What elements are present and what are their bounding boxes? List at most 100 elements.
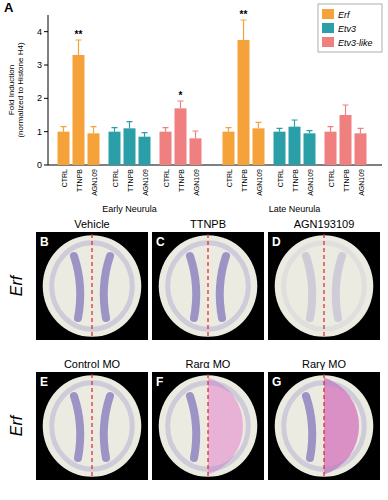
tracer [324,377,359,474]
bar [253,128,265,165]
stain [306,256,312,318]
panel-letter: G [272,375,281,389]
y-tick [44,131,48,132]
image-bg [268,372,380,480]
bar [175,108,187,165]
midline [91,234,92,338]
y-tick-label: 2 [37,93,42,103]
error-bar [76,40,82,55]
x-tick-label: AGN109 [256,169,263,196]
midline [323,234,324,338]
bar [73,55,85,165]
bar [139,137,151,165]
panel-letter: F [156,375,163,389]
group-label: Early Neurula [102,204,157,214]
image-bg [36,232,148,340]
image-bg [36,372,148,480]
x-tick-label: AGN109 [193,169,200,196]
panel-title: Vehicle [74,218,109,230]
legend-label: Erf [338,10,351,20]
bar [124,128,136,165]
x-tick-label: CTRL [163,169,170,187]
stain [104,396,110,458]
x-tick-label: CTRL [277,169,284,187]
y-tick-label: 1 [37,127,42,137]
error-bar [292,120,298,127]
x-tick-label: CTRL [112,169,119,187]
x-tick-label: TTNPB [178,169,185,192]
error-bar [226,128,232,132]
error-bar [178,101,184,108]
x-tick-label: TTNPB [292,169,299,192]
x-tick-label: AGN109 [307,169,314,196]
y-tick [44,31,48,32]
legend-swatch [322,23,334,33]
panel-letter: C [156,235,165,249]
x-tick-label: AGN109 [142,169,149,196]
midline [323,374,324,478]
panel-letter: D [272,235,281,249]
bar [289,127,301,165]
bar [58,132,70,165]
figure: A Fold Induction(normalized to Histone H4… [0,0,388,500]
image-bg [152,232,264,340]
stain [190,256,196,318]
error-bar [307,131,313,134]
gene-label: Erf [8,274,25,296]
stain [74,396,80,458]
error-bar [277,128,283,131]
y-tick [44,65,48,66]
x-tick-label: CTRL [226,169,233,187]
y-axis-title-line: Fold Induction [7,65,16,115]
x-tick-label: TTNPB [76,169,83,192]
panel-title: AGN193109 [294,218,355,230]
gene-label: Erf [8,414,25,436]
bar [304,133,316,165]
legend-label: Etv3-like [338,38,373,48]
error-bar [193,131,199,138]
stain [104,256,110,318]
midline [207,374,208,478]
error-bar [112,128,118,132]
stain [74,256,80,318]
x-tick-label: TTNPB [343,169,350,192]
x-tick-label: AGN109 [358,169,365,196]
bar [274,132,286,165]
legend-swatch [322,9,334,19]
x-tick-label: CTRL [328,169,335,187]
x-tick-label: TTNPB [241,169,248,192]
stain [306,396,312,458]
y-tick [44,98,48,99]
image-bg [268,232,380,340]
error-bar [163,128,169,132]
bar [223,132,235,165]
error-bar [142,133,148,137]
x-tick-label: AGN109 [91,169,98,196]
x-tick-label: TTNPB [127,169,134,192]
significance: ** [75,29,83,40]
midline [207,234,208,338]
y-axis [48,15,49,165]
tracer [208,377,243,474]
legend-swatch [322,37,334,47]
midline [91,374,92,478]
error-bar [343,105,349,115]
panel-letter: B [40,235,49,249]
stain [336,256,342,318]
error-bar [241,20,247,40]
bar [109,132,121,165]
bar [160,132,172,165]
y-axis-title: Fold Induction(normalized to Histone H4) [7,42,25,137]
significance: * [179,90,183,101]
bar [238,40,250,165]
panel-title: Rarα MO [186,358,231,370]
legend-box [318,4,382,52]
group-label: Late Neurula [269,204,321,214]
y-axis-title-line: (normalized to Histone H4) [16,42,25,137]
bar [190,138,202,165]
panel-letter: A [4,0,14,15]
error-bar [127,122,133,129]
y-tick-label: 0 [37,160,42,170]
bar [88,133,100,165]
image-bg [152,372,264,480]
